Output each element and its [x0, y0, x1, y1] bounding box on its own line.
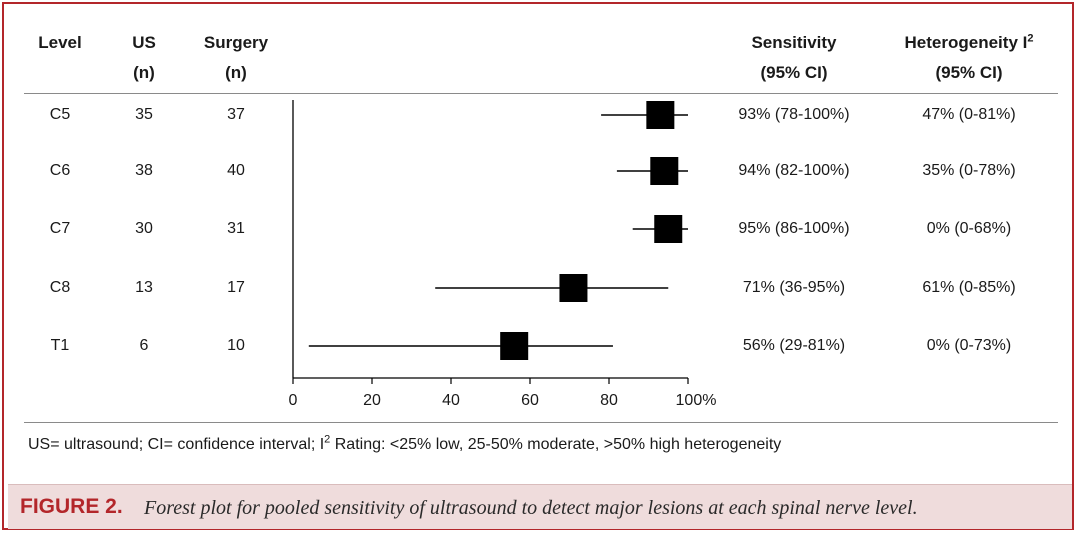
x-tick-label: 80 — [600, 392, 618, 409]
point-estimate-c6 — [650, 157, 679, 185]
x-tick-label: 100% — [676, 392, 717, 409]
cell-sensitivity: 95% (86-100%) — [738, 220, 850, 237]
header-surgery-unit: (n) — [225, 63, 247, 82]
footnote-sup: 2 — [324, 433, 331, 446]
header-us-label: US — [132, 33, 156, 52]
cell-heterogeneity: 61% (0-85%) — [922, 279, 1016, 296]
x-tick-label: 0 — [289, 392, 298, 409]
header-rule — [24, 93, 1058, 94]
caption-bar: FIGURE 2. Forest plot for pooled sensiti… — [8, 484, 1072, 529]
header-us: US (n) — [112, 28, 176, 88]
forest-plot: 0 20 40 60 80 100% — [289, 100, 717, 409]
header-level-label: Level — [38, 33, 82, 52]
header-sensitivity: Sensitivity (95% CI) — [724, 28, 864, 88]
x-tick-label: 60 — [521, 392, 539, 409]
cell-us: 38 — [135, 162, 153, 179]
plot-axes: 0 20 40 60 80 100% — [289, 100, 717, 409]
caption-label: FIGURE 2. — [20, 495, 123, 518]
cell-surgery: 31 — [227, 220, 245, 237]
cell-sensitivity: 56% (29-81%) — [742, 337, 846, 354]
cell-level: C7 — [49, 220, 71, 237]
cell-surgery: 40 — [227, 162, 245, 179]
header-heterogeneity: Heterogeneity I2 (95% CI) — [884, 28, 1054, 88]
cell-us: 6 — [139, 337, 149, 354]
header-heterogeneity-ci: (95% CI) — [935, 63, 1003, 82]
cell-sensitivity: 94% (82-100%) — [738, 162, 850, 179]
cell-heterogeneity: 0% (0-73%) — [926, 337, 1012, 354]
cell-heterogeneity: 35% (0-78%) — [922, 162, 1016, 179]
footnote-text-after: Rating: <25% low, 25-50% moderate, >50% … — [330, 436, 782, 453]
cell-sensitivity: 93% (78-100%) — [738, 106, 850, 123]
header-sensitivity-label: Sensitivity — [751, 33, 837, 52]
header-surgery-label: Surgery — [203, 33, 269, 52]
cell-heterogeneity: 0% (0-68%) — [926, 220, 1012, 237]
footer-rule — [24, 422, 1058, 423]
point-estimate-t1 — [500, 332, 529, 360]
footnote: US= ultrasound; CI= confidence interval;… — [28, 434, 781, 456]
header-sensitivity-ci: (95% CI) — [760, 63, 828, 82]
x-tick-label: 20 — [363, 392, 381, 409]
cell-surgery: 37 — [227, 106, 245, 123]
footnote-text-before: US= ultrasound; CI= confidence interval;… — [28, 436, 325, 453]
x-tick-label: 40 — [442, 392, 460, 409]
header-heterogeneity-label: Heterogeneity I — [904, 33, 1028, 52]
plot-marks — [308, 101, 688, 360]
cell-sensitivity: 71% (36-95%) — [742, 279, 846, 296]
point-estimate-c5 — [646, 101, 675, 129]
header-level: Level — [22, 28, 98, 58]
figure-frame: Level US (n) Surgery (n) Sensitivity (95… — [2, 2, 1074, 530]
header-heterogeneity-sup: 2 — [1027, 32, 1034, 45]
header-surgery: Surgery (n) — [194, 28, 278, 88]
cell-us: 13 — [135, 279, 153, 296]
cell-surgery: 10 — [227, 337, 245, 354]
cell-level: C5 — [49, 106, 71, 123]
point-estimate-c8 — [559, 274, 588, 302]
cell-level: T1 — [50, 337, 70, 354]
cell-surgery: 17 — [227, 279, 245, 296]
caption-text: Forest plot for pooled sensitivity of ul… — [144, 497, 918, 519]
cell-heterogeneity: 47% (0-81%) — [922, 106, 1016, 123]
cell-us: 35 — [135, 106, 153, 123]
header-heterogeneity-label-line: Heterogeneity I2 — [884, 28, 1054, 58]
cell-level: C6 — [49, 162, 71, 179]
cell-us: 30 — [135, 220, 153, 237]
header-us-unit: (n) — [133, 63, 155, 82]
cell-level: C8 — [49, 279, 71, 296]
point-estimate-c7 — [654, 215, 683, 243]
